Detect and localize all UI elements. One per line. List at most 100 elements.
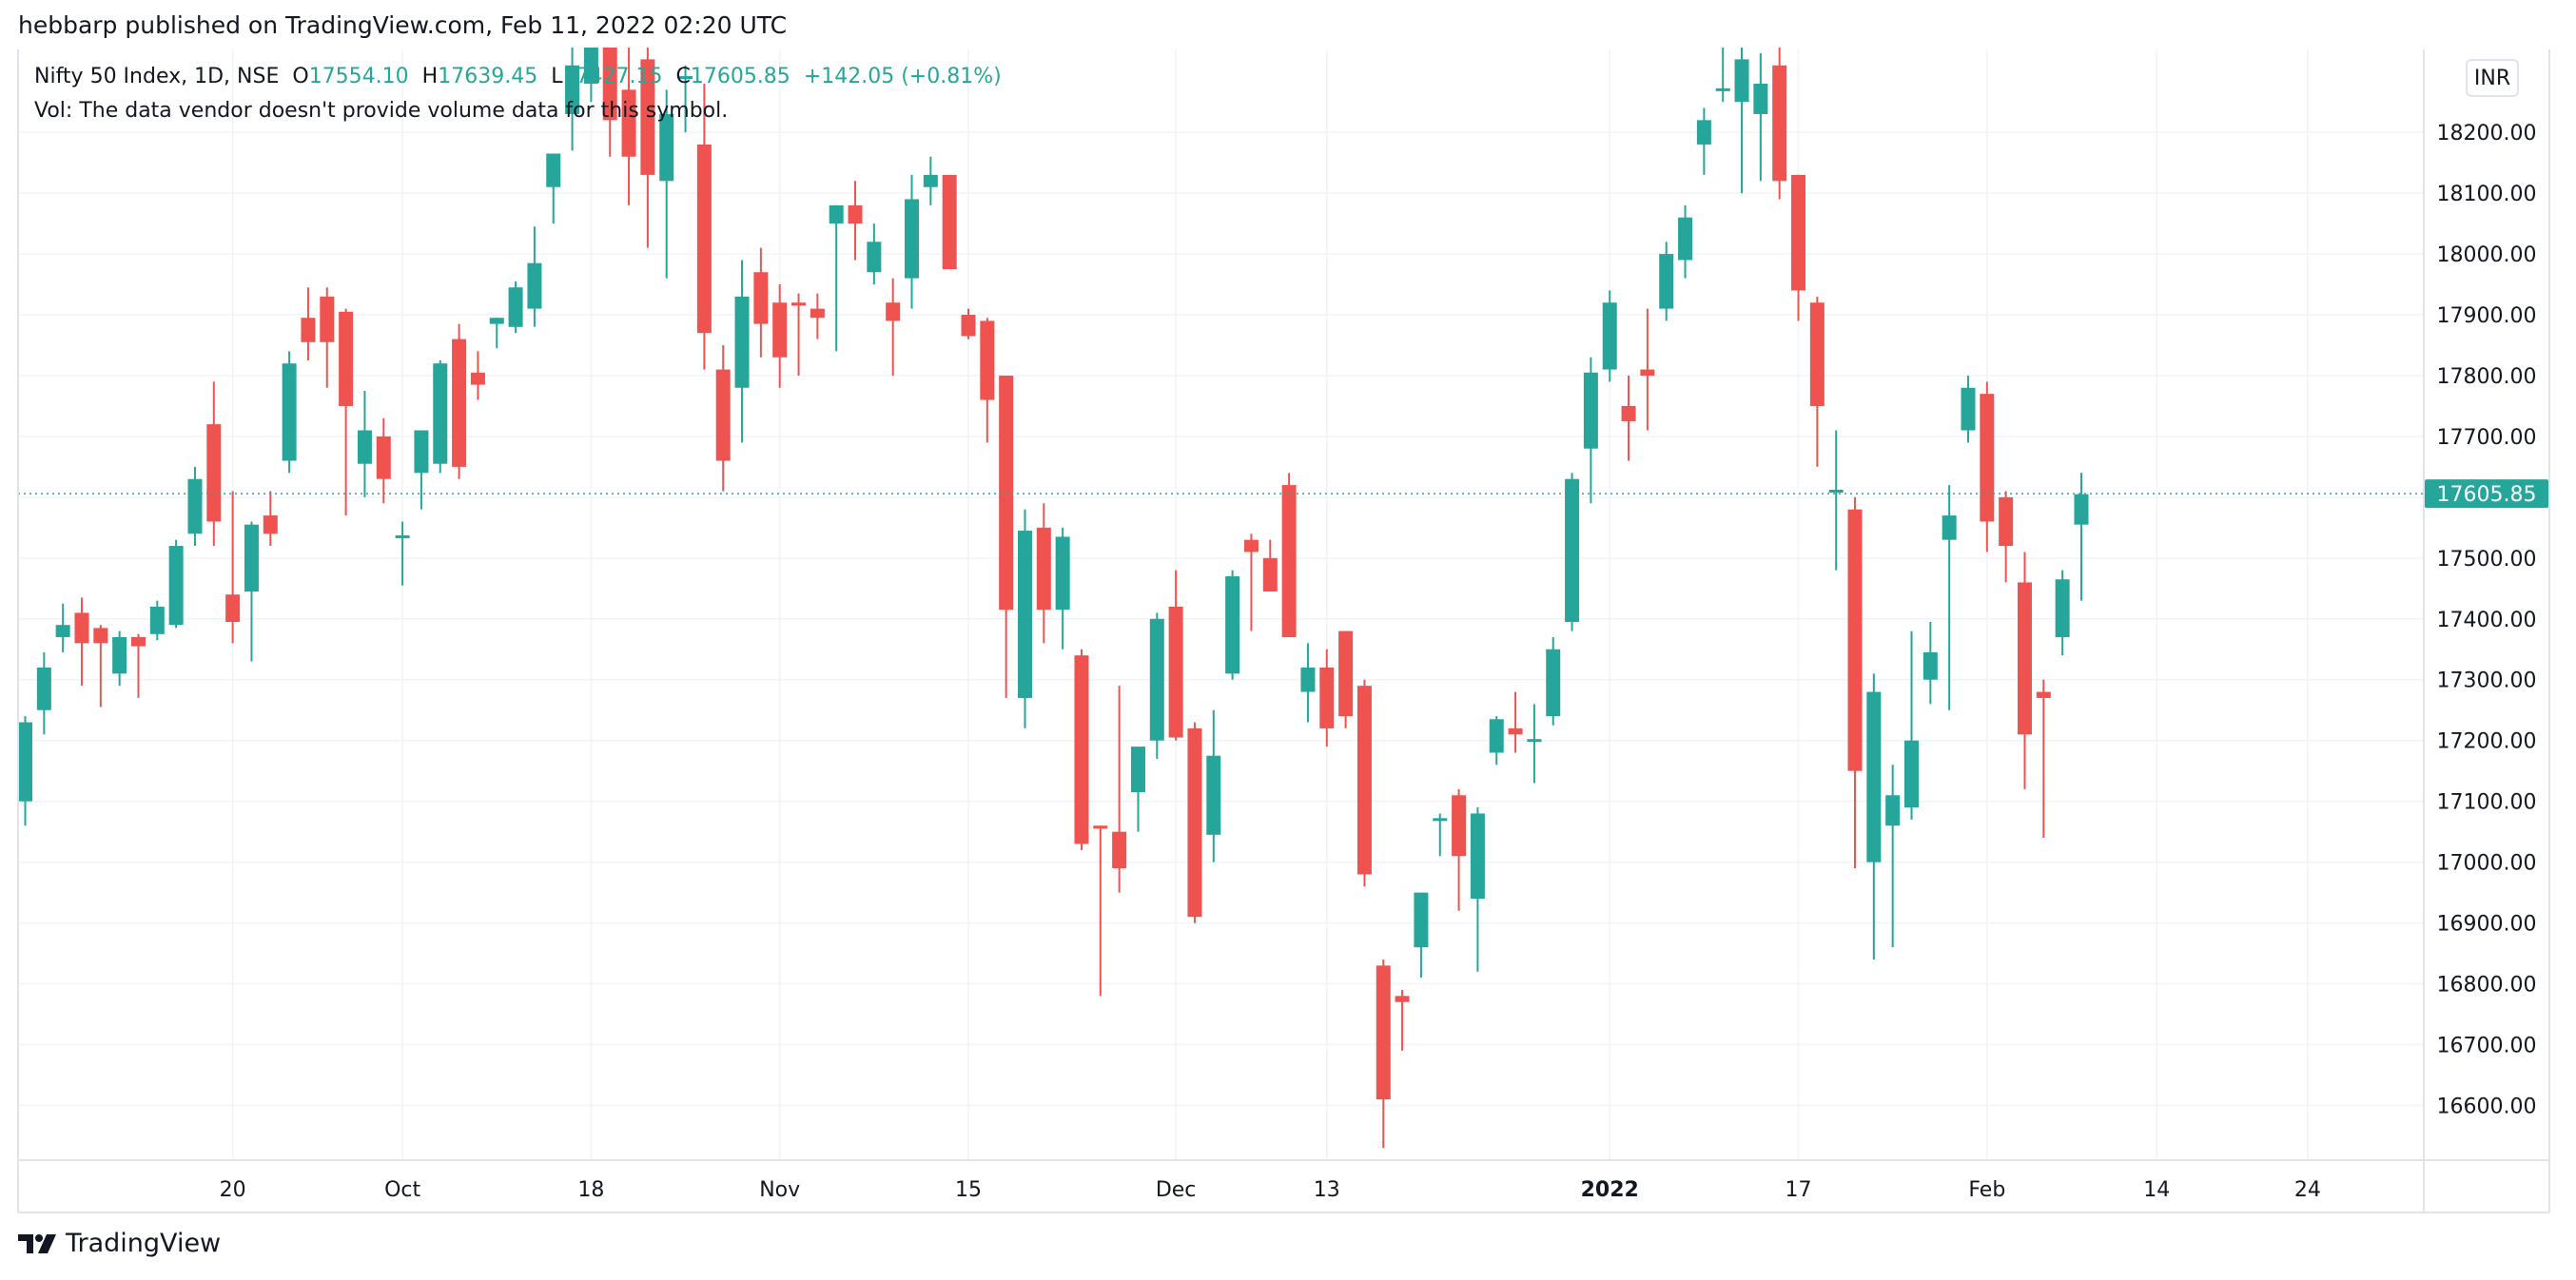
candle-body xyxy=(1791,174,1806,291)
candle-up xyxy=(583,48,598,103)
candle-up xyxy=(527,226,542,327)
candle-up xyxy=(867,223,882,285)
candle-down xyxy=(1999,491,2014,583)
candle-down xyxy=(999,375,1014,698)
candle-body xyxy=(1017,531,1032,698)
candle-down xyxy=(696,83,712,370)
candle-body xyxy=(1696,120,1711,145)
candle-down xyxy=(452,323,467,479)
candle-body xyxy=(1074,655,1089,844)
candle-body xyxy=(753,272,769,324)
close-key: C xyxy=(675,65,691,88)
candle-body xyxy=(791,302,807,306)
candle-body xyxy=(2036,691,2051,698)
candle-body xyxy=(74,612,89,644)
candle-down xyxy=(1243,533,1259,631)
candle-body xyxy=(282,363,297,461)
axes xyxy=(17,49,2550,1213)
price-tick-label: 16700.00 xyxy=(2437,1034,2537,1057)
candle-up xyxy=(1583,357,1598,504)
candle-up xyxy=(734,260,750,443)
close-value: 17605.85 xyxy=(690,65,790,88)
candle-body xyxy=(1828,489,1844,493)
candle-up xyxy=(1961,375,1976,443)
candle-down xyxy=(715,344,731,492)
candle-body xyxy=(55,625,70,637)
candle-body xyxy=(1565,478,1580,622)
candle-body xyxy=(357,430,372,464)
time-tick-label: 13 xyxy=(1314,1178,1340,1202)
publisher-line: hebbarp published on TradingView.com, Fe… xyxy=(18,11,788,39)
high-value: 17639.45 xyxy=(438,65,538,88)
candle-body xyxy=(1093,825,1108,829)
candle-up xyxy=(508,281,523,334)
currency-button[interactable]: INR xyxy=(2466,59,2519,97)
candle-down xyxy=(263,491,278,547)
candle-up xyxy=(1206,709,1221,863)
price-tick-label: 18000.00 xyxy=(2437,243,2537,267)
candle-up xyxy=(18,716,32,826)
candle-body xyxy=(583,48,598,84)
candle-body xyxy=(715,369,731,461)
candle-down xyxy=(1980,381,1995,553)
candle-body xyxy=(1734,59,1749,103)
candle-down xyxy=(1187,722,1202,923)
candle-down xyxy=(1074,649,1089,850)
candle-body xyxy=(1809,302,1825,406)
candle-up xyxy=(1055,527,1070,650)
candle-body xyxy=(1243,539,1259,553)
candle-body xyxy=(848,204,863,224)
candle-up xyxy=(1753,53,1768,182)
time-tick-label: 14 xyxy=(2143,1178,2170,1202)
candle-body xyxy=(1300,667,1316,692)
candle-body xyxy=(1583,372,1598,449)
candle-down xyxy=(961,308,976,339)
candle-body xyxy=(206,424,222,522)
volume-note: Vol: The data vendor doesn't provide vol… xyxy=(34,99,729,123)
candle-body xyxy=(621,89,636,157)
candle-up xyxy=(489,318,504,349)
candle-down xyxy=(2017,552,2032,789)
candle-up xyxy=(149,600,165,641)
candle-body xyxy=(810,308,825,319)
candle-body xyxy=(565,65,580,114)
candle-body xyxy=(1130,747,1145,793)
price-tick-label: 17100.00 xyxy=(2437,791,2537,815)
candle-body xyxy=(1338,630,1354,717)
candle-up xyxy=(433,359,448,474)
candle-down xyxy=(1376,959,1391,1149)
candle-down xyxy=(93,625,108,708)
candle-body xyxy=(508,287,523,327)
change-value: +142.05 (+0.81%) xyxy=(803,65,1002,88)
candle-up xyxy=(1866,673,1882,960)
candle-down xyxy=(1093,825,1108,997)
candle-down xyxy=(1847,496,1863,869)
candle-body xyxy=(1262,557,1278,592)
candle-body xyxy=(886,302,901,321)
candle-up xyxy=(1904,630,1919,820)
time-axis-labels: 20 Oct 18 Nov 15 Dec 13 2022 17 Feb 14 24 xyxy=(220,1178,2321,1202)
candle-body xyxy=(452,339,467,467)
candle-up xyxy=(1696,107,1711,175)
candle-body xyxy=(867,242,882,273)
candle-body xyxy=(1395,996,1410,1002)
candle-up xyxy=(1715,48,1730,103)
candle-body xyxy=(1659,254,1674,309)
candle-up xyxy=(36,651,51,735)
last-price-label: 17605.85 xyxy=(2437,483,2537,507)
symbol-label[interactable]: Nifty 50 Index, 1D, NSE xyxy=(34,65,280,88)
candle-down xyxy=(1772,48,1787,200)
candle-up xyxy=(1527,704,1542,784)
candle-body xyxy=(961,315,976,337)
candle-down xyxy=(1262,539,1278,592)
candle-up xyxy=(1942,485,1957,710)
candle-down xyxy=(130,633,146,698)
candle-body xyxy=(1753,83,1768,114)
price-tick-label: 17400.00 xyxy=(2437,609,2537,632)
candle-body xyxy=(130,636,146,647)
candle-down xyxy=(772,284,788,388)
candle-down xyxy=(74,597,89,687)
candle-body xyxy=(36,667,51,710)
candle-body xyxy=(1942,515,1957,540)
